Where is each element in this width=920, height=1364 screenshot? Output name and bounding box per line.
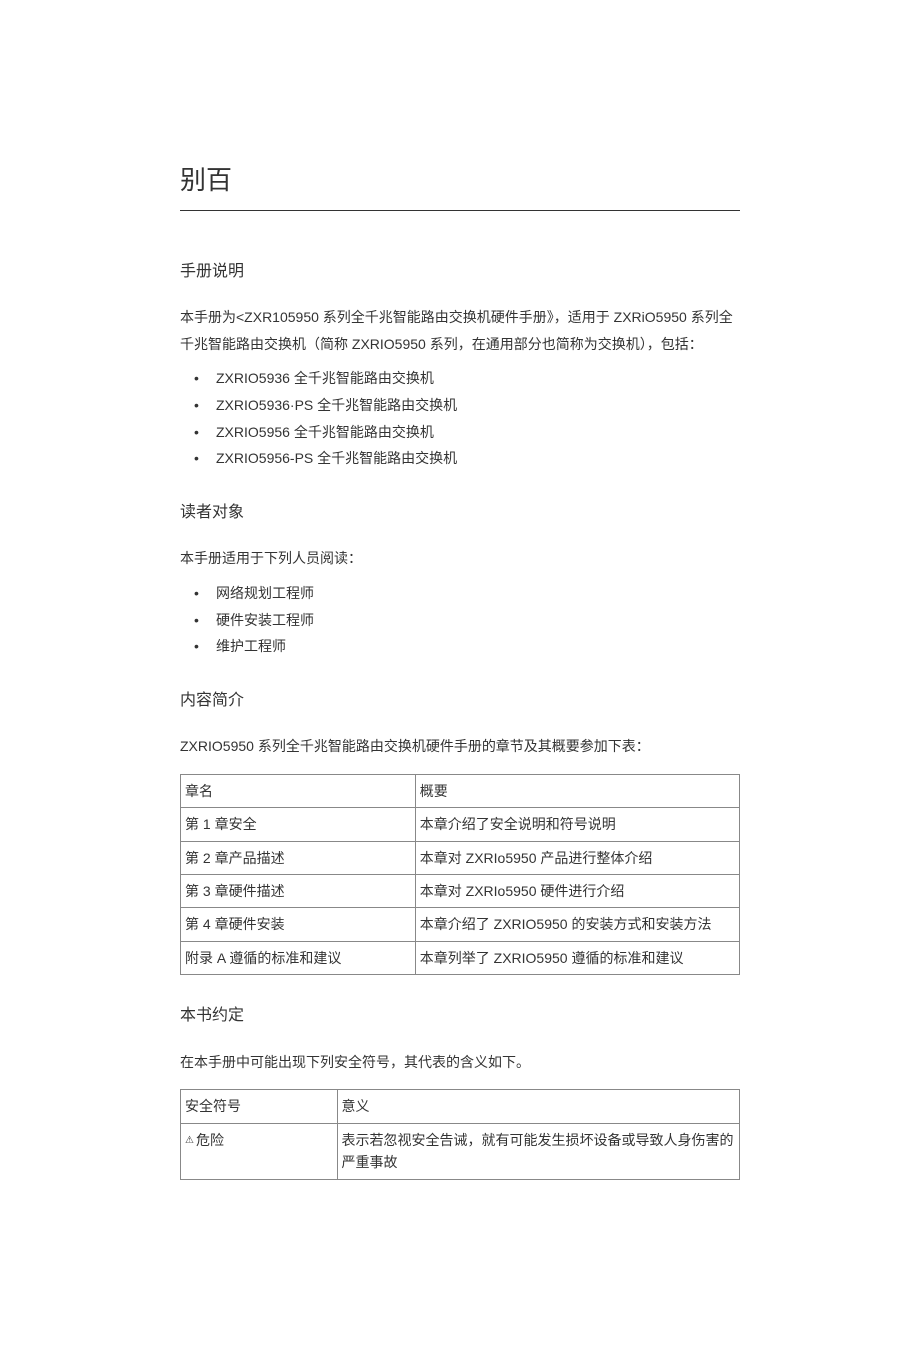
list-item: ZXRIO5936·PS 全千兆智能路由交换机 [180,392,740,419]
table-row: ⚠危险 表示若忽视安全告诫，就有可能发生损坏设备或导致人身伤害的严重事故 [181,1123,740,1179]
symbol-label: 危险 [196,1132,224,1148]
table-row: 第 4 章硬件安装 本章介绍了 ZXRIO5950 的安装方式和安装方法 [181,908,740,941]
list-item: 网络规划工程师 [180,580,740,607]
table-row: 第 1 章安全 本章介绍了安全说明和符号说明 [181,808,740,841]
table-cell: 本章介绍了 ZXRIO5950 的安装方式和安装方法 [415,908,739,941]
page-title: 别百 [180,160,740,211]
table-header-cell: 章名 [181,774,416,807]
content-brief-intro: ZXRIO5950 系列全千兆智能路由交换机硬件手册的章节及其概要参加下表： [180,733,740,760]
table-row: 附录 A 遵循的标准和建议 本章列举了 ZXRIO5950 遵循的标准和建议 [181,941,740,974]
chapter-table: 章名 概要 第 1 章安全 本章介绍了安全说明和符号说明 第 2 章产品描述 本… [180,774,740,975]
section-heading-audience: 读者对象 [180,500,740,526]
table-cell: 本章列举了 ZXRIO5950 遵循的标准和建议 [415,941,739,974]
table-row: 第 2 章产品描述 本章对 ZXRIo5950 产品进行整体介绍 [181,841,740,874]
table-header-cell: 概要 [415,774,739,807]
table-cell: 第 1 章安全 [181,808,416,841]
list-item: 硬件安装工程师 [180,607,740,634]
table-cell: 本章对 ZXRIo5950 产品进行整体介绍 [415,841,739,874]
table-header-cell: 意义 [337,1090,739,1123]
table-cell: 本章介绍了安全说明和符号说明 [415,808,739,841]
table-cell: 第 4 章硬件安装 [181,908,416,941]
table-header-cell: 安全符号 [181,1090,338,1123]
table-cell: 附录 A 遵循的标准和建议 [181,941,416,974]
list-item: 维护工程师 [180,633,740,660]
list-item: ZXRIO5936 全千兆智能路由交换机 [180,365,740,392]
symbol-table: 安全符号 意义 ⚠危险 表示若忽视安全告诫，就有可能发生损坏设备或导致人身伤害的… [180,1089,740,1179]
section-heading-conventions: 本书约定 [180,1003,740,1029]
table-header-row: 安全符号 意义 [181,1090,740,1123]
table-cell: ⚠危险 [181,1123,338,1179]
audience-intro: 本手册适用于下列人员阅读： [180,545,740,572]
audience-list: 网络规划工程师 硬件安装工程师 维护工程师 [180,580,740,660]
section-heading-content-brief: 内容简介 [180,688,740,714]
table-cell: 本章对 ZXRIo5950 硬件进行介绍 [415,875,739,908]
conventions-intro: 在本手册中可能出现下列安全符号，其代表的含义如下。 [180,1049,740,1076]
table-header-row: 章名 概要 [181,774,740,807]
table-row: 第 3 章硬件描述 本章对 ZXRIo5950 硬件进行介绍 [181,875,740,908]
manual-desc-intro: 本手册为<ZXR105950 系列全千兆智能路由交换机硬件手册》，适用于 ZXR… [180,304,740,357]
section-heading-manual-desc: 手册说明 [180,259,740,285]
table-cell: 表示若忽视安全告诫，就有可能发生损坏设备或导致人身伤害的严重事故 [337,1123,739,1179]
list-item: ZXRIO5956-PS 全千兆智能路由交换机 [180,445,740,472]
list-item: ZXRIO5956 全千兆智能路由交换机 [180,419,740,446]
manual-desc-list: ZXRIO5936 全千兆智能路由交换机 ZXRIO5936·PS 全千兆智能路… [180,365,740,471]
table-cell: 第 2 章产品描述 [181,841,416,874]
table-cell: 第 3 章硬件描述 [181,875,416,908]
warning-icon: ⚠ [185,1135,194,1146]
